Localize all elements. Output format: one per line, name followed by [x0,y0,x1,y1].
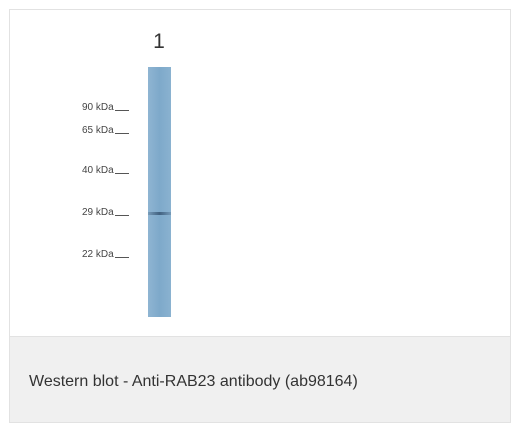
marker-90kda: 90 kDa [82,102,129,113]
western-blot-image: 1 90 kDa 65 kDa 40 kDa 29 kDa 22 kDa [10,10,510,336]
marker-29kda: 29 kDa [82,207,129,218]
marker-tick [114,215,129,216]
figure-caption: Western blot - Anti-RAB23 antibody (ab98… [10,336,510,422]
marker-tick [114,173,129,174]
blot-lane [148,67,171,317]
marker-65kda: 65 kDa [82,125,129,136]
marker-40kda: 40 kDa [82,165,129,176]
marker-tick [114,110,129,111]
caption-text: Western blot - Anti-RAB23 antibody (ab98… [29,373,358,390]
marker-label: 90 kDa [82,102,114,113]
marker-tick [114,257,129,258]
marker-22kda: 22 kDa [82,249,129,260]
marker-label: 29 kDa [82,207,114,218]
marker-label: 40 kDa [82,165,114,176]
protein-band [148,212,171,215]
marker-tick [114,133,129,134]
marker-label: 65 kDa [82,125,114,136]
marker-label: 22 kDa [82,249,114,260]
lane-label: 1 [153,30,165,53]
figure: 1 90 kDa 65 kDa 40 kDa 29 kDa 22 kDa Wes… [9,9,511,423]
